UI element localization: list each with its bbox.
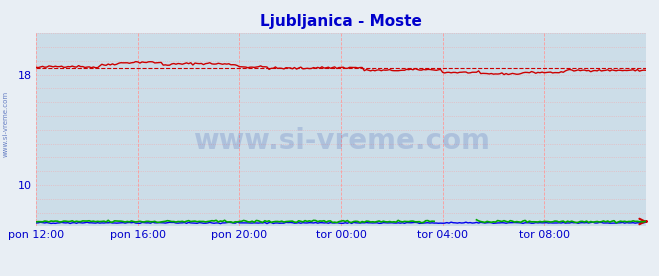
Title: Ljubljanica - Moste: Ljubljanica - Moste bbox=[260, 14, 422, 29]
Text: www.si-vreme.com: www.si-vreme.com bbox=[192, 127, 490, 155]
Text: www.si-vreme.com: www.si-vreme.com bbox=[2, 91, 9, 157]
